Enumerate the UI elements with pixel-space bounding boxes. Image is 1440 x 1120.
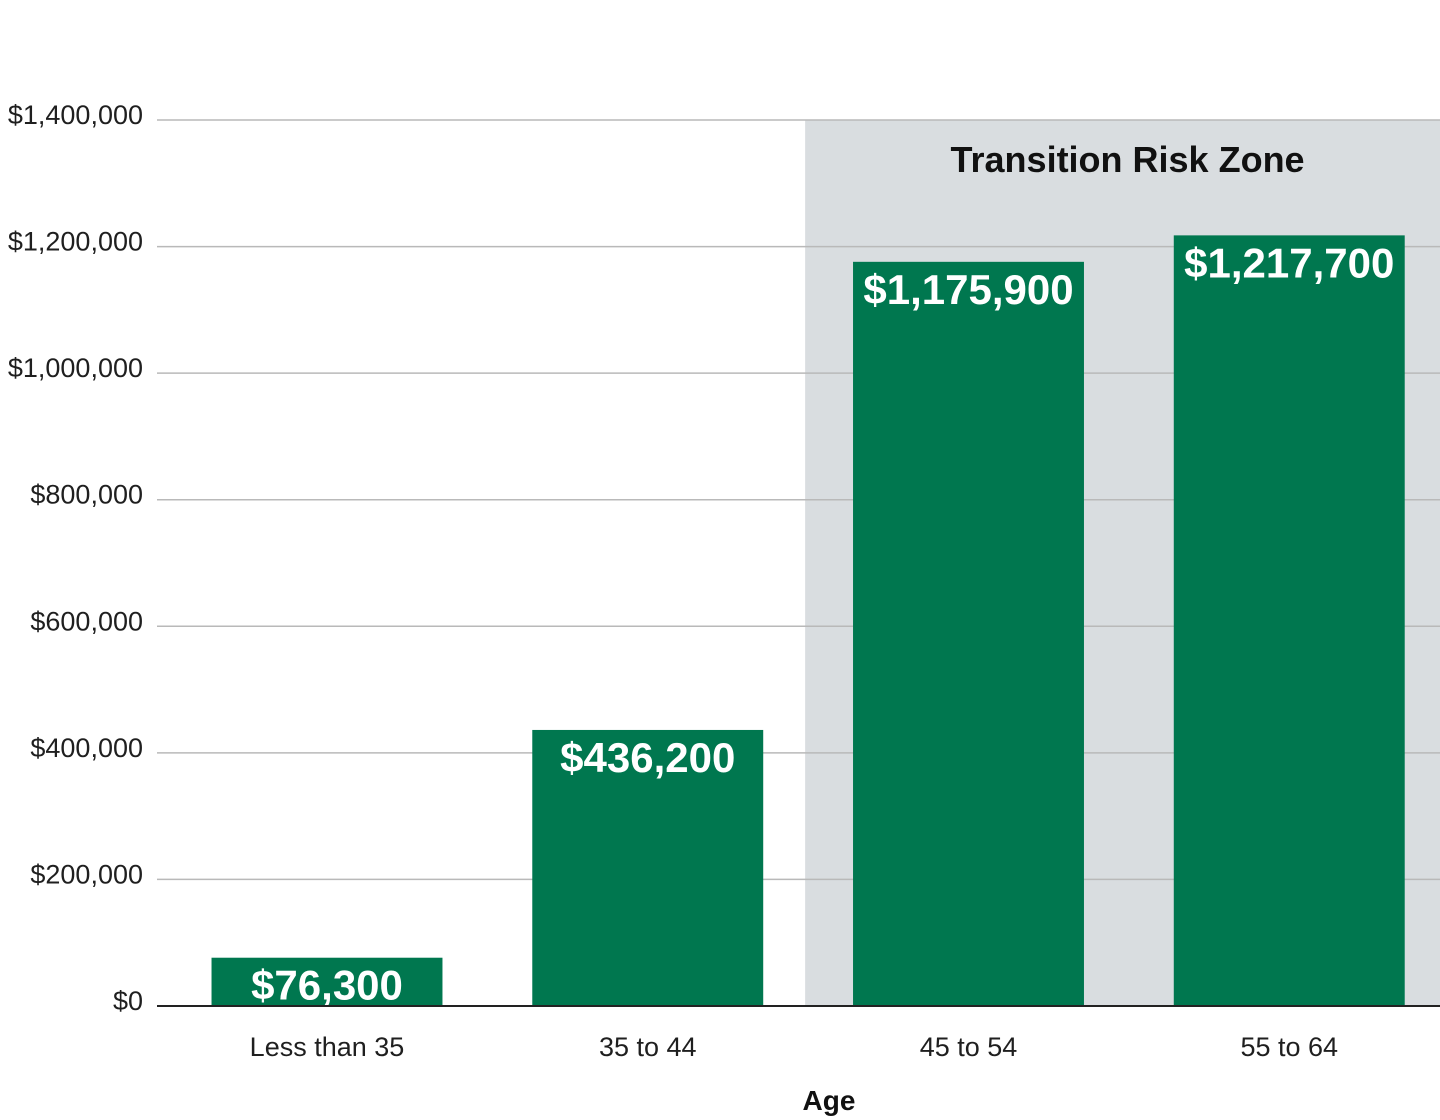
bar [211,957,443,1006]
bar-value-label: $76,300 [251,962,403,1009]
bar [1173,235,1405,1006]
y-tick-label: $1,400,000 [8,100,143,130]
y-tick-label: $1,000,000 [8,353,143,383]
y-axis-tick-labels: $0 $200,000 $400,000 $600,000 $800,000 $1,000… [8,100,143,1016]
y-tick-label: $400,000 [30,733,143,763]
y-tick-label: $800,000 [30,480,143,510]
bars [211,235,1405,1007]
x-category-label: 45 to 54 [920,1032,1018,1062]
bar-value-label: $1,217,700 [1184,239,1394,286]
bar-value-label: $1,175,900 [863,266,1073,313]
x-category-label: 35 to 44 [599,1032,697,1062]
y-tick-label: $200,000 [30,859,143,889]
bar [853,261,1084,1007]
x-axis-category-labels: Less than 35 35 to 44 45 to 54 55 to 64 [250,1032,1338,1062]
bar [532,729,764,1006]
bar-value-label: $436,200 [560,734,735,781]
x-category-label: 55 to 64 [1240,1032,1338,1062]
x-axis-title: Age [803,1085,856,1116]
bar-value-labels: $76,300 $436,200 $1,175,900 $1,217,700 [251,239,1394,1008]
transition-risk-zone-label: Transition Risk Zone [951,139,1305,180]
y-tick-label: $1,200,000 [8,227,143,257]
x-category-label: Less than 35 [250,1032,405,1062]
y-tick-label: $0 [113,986,143,1016]
y-tick-label: $600,000 [30,606,143,636]
